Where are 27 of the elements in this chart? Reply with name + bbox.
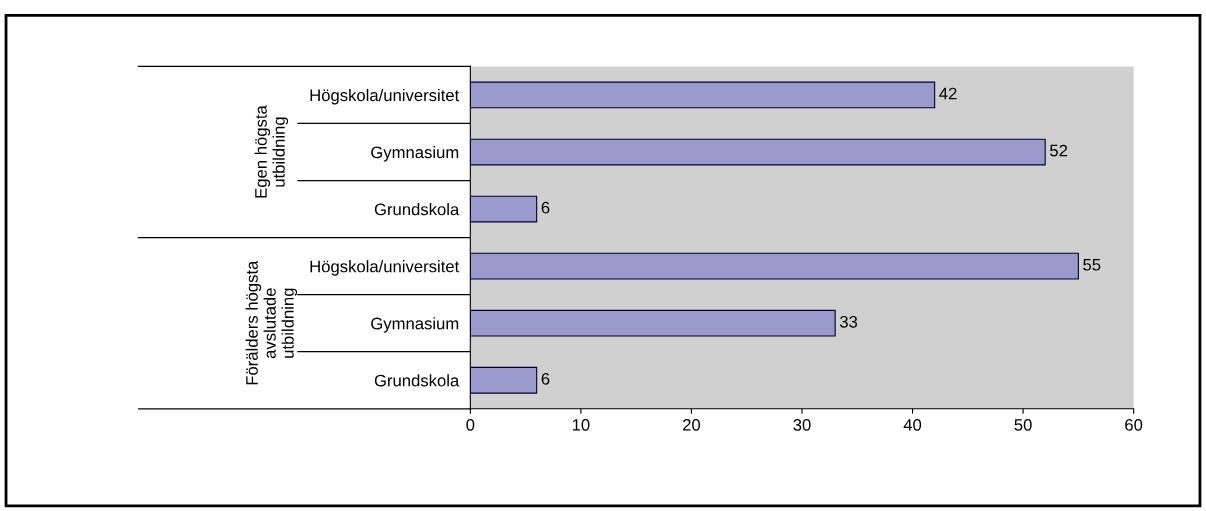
bar [470, 195, 538, 223]
data-label: 55 [1083, 258, 1101, 271]
x-tick-label: 60 [1125, 418, 1143, 431]
data-label: 42 [939, 87, 957, 100]
y-tick-label: Högskola/universitet [310, 260, 460, 276]
x-tick-label: 30 [793, 418, 811, 431]
x-tick-label: 0 [466, 418, 475, 431]
bar [470, 138, 1046, 166]
y-tick-label: Gymnasium [371, 145, 459, 162]
text: Egen högsta utbildning [254, 105, 289, 198]
bar [470, 252, 1079, 280]
y-tick-label: Grundskola [374, 203, 460, 216]
y-tick-label: Gymnasium [371, 317, 459, 333]
bar [470, 309, 836, 337]
x-tick-label: 20 [683, 418, 701, 431]
x-tick-label: 40 [903, 418, 922, 431]
y-tick-label: Högskola/universitet [310, 88, 460, 105]
data-label: 6 [541, 201, 550, 214]
x-tick-label: 50 [1014, 418, 1032, 431]
x-tick-label: 10 [572, 418, 590, 431]
text: Förälders högsta avslutade utbildning [245, 260, 298, 385]
data-label: 33 [839, 315, 858, 328]
data-label: 6 [541, 372, 550, 385]
bar [470, 81, 936, 109]
y-tick-label: Grundskola [374, 374, 460, 387]
bar [470, 366, 538, 394]
data-label: 52 [1050, 144, 1068, 157]
